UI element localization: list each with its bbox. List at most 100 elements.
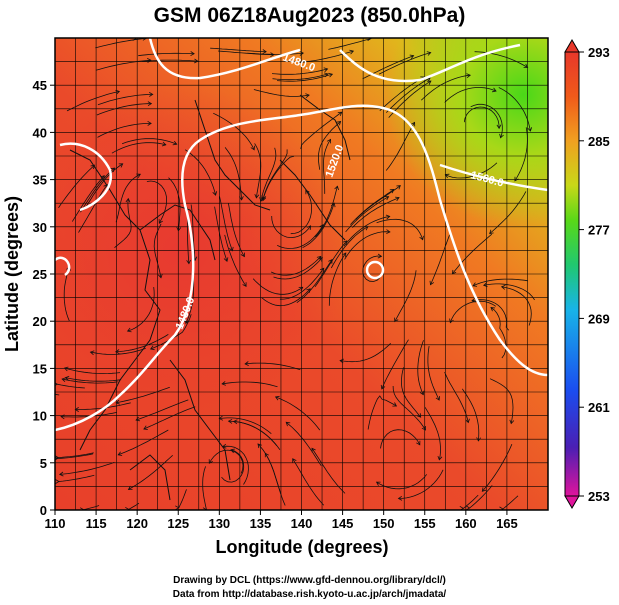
- streamline: [219, 417, 272, 435]
- streamline-arrowhead: [212, 191, 218, 196]
- streamline: [95, 59, 151, 71]
- streamline-arrowhead: [285, 421, 291, 427]
- streamline: [228, 203, 245, 257]
- map-figure: 1480.0 1520.0 1560.0 1480.0 110 115 120 125…: [2, 37, 610, 557]
- lat-lon-grid: [55, 38, 548, 510]
- streamline: [352, 197, 400, 228]
- streamline-arrowhead: [74, 407, 79, 412]
- streamline: [489, 191, 527, 234]
- streamline: [355, 185, 401, 220]
- streamline: [481, 443, 513, 492]
- streamline-arrowhead: [396, 185, 401, 190]
- streamline-arrowhead: [466, 73, 471, 79]
- streamline: [219, 196, 233, 251]
- streamline-arrowhead: [449, 318, 454, 324]
- y-tick-label: 15: [33, 361, 47, 376]
- colorbar-tick-label: 253: [588, 489, 610, 504]
- streamline: [245, 362, 301, 371]
- streamline: [300, 111, 343, 150]
- streamline-arrowhead: [223, 257, 229, 263]
- streamline-arrowhead: [451, 269, 457, 275]
- streamline: [90, 348, 146, 355]
- streamline: [213, 112, 255, 150]
- streamline-arrowhead: [514, 176, 519, 182]
- streamline-arrowhead: [437, 455, 443, 461]
- streamline: [343, 216, 390, 247]
- x-tick-label: 130: [208, 516, 230, 531]
- y-axis-label: Latitude (degrees): [2, 196, 22, 352]
- streamline: [367, 395, 397, 430]
- streamline-arrowhead: [190, 51, 195, 57]
- streamline: [273, 257, 323, 280]
- streamline: [463, 106, 500, 129]
- streamline: [80, 167, 115, 213]
- streamline: [461, 388, 480, 441]
- x-tick-label: 115: [86, 516, 107, 531]
- streamline-arrowhead: [254, 194, 260, 199]
- streamline: [444, 87, 497, 103]
- streamline: [202, 466, 207, 510]
- streamline: [330, 226, 369, 269]
- streamline-arrowhead: [147, 120, 152, 126]
- streamline-arrowhead: [342, 252, 347, 258]
- streamline: [344, 231, 390, 260]
- streamline-arrowhead: [305, 93, 310, 99]
- x-tick-label: 160: [455, 516, 477, 531]
- streamline: [314, 240, 348, 288]
- x-tick-label: 135: [250, 516, 272, 531]
- streamline-arrowhead: [55, 382, 58, 386]
- streamline-arrowhead: [394, 317, 399, 323]
- x-tick-label: 150: [373, 516, 395, 531]
- streamline-arrowhead: [426, 51, 432, 56]
- streamline-arrowhead: [421, 425, 426, 431]
- map-title: GSM 06Z18Aug2023 (850.0hPa): [153, 4, 466, 27]
- y-tick-label: 35: [33, 173, 47, 188]
- streamline: [58, 164, 95, 209]
- streamline: [262, 155, 295, 201]
- streamline: [95, 38, 147, 49]
- streamline-arrowhead: [172, 140, 178, 146]
- streamline: [362, 255, 382, 282]
- streamline-arrowhead: [465, 418, 470, 424]
- streamline: [146, 180, 168, 224]
- streamline-arrowhead: [375, 481, 381, 486]
- streamline: [214, 206, 228, 262]
- streamline: [427, 346, 440, 401]
- streamline-arrowhead: [323, 72, 329, 78]
- streamline-arrowhead: [158, 273, 163, 279]
- streamline: [376, 474, 428, 490]
- streamline-arrowhead: [100, 175, 105, 180]
- streamline: [247, 52, 304, 55]
- streamline: [292, 458, 325, 506]
- streamline: [398, 469, 444, 499]
- streamline-arrowhead: [261, 196, 267, 202]
- streamline-arrowhead: [292, 458, 297, 463]
- colorbar: 253 261 269 277 285 293: [564, 39, 610, 509]
- streamline: [430, 232, 452, 285]
- streamline-arrowhead: [492, 87, 497, 93]
- streamline-arrowhead: [149, 92, 154, 97]
- streamline-arrowhead: [240, 252, 245, 258]
- streamline-arrowhead: [55, 455, 59, 460]
- streamline-arrowhead: [328, 259, 333, 264]
- streamline-arrowhead: [426, 80, 432, 85]
- streamline: [71, 175, 105, 222]
- credit-dcl: Drawing by DCL (https://www.gfd-dennou.o…: [173, 575, 446, 586]
- streamline-arrowhead: [262, 49, 267, 55]
- streamline: [228, 420, 278, 447]
- streamline-arrowhead: [318, 257, 323, 262]
- streamline-arrowhead: [63, 366, 69, 372]
- streamline: [345, 196, 389, 233]
- streamline: [62, 378, 118, 384]
- colorbar-tick-label: 293: [588, 45, 610, 60]
- streamline: [121, 138, 177, 145]
- temperature-field: [55, 38, 548, 510]
- streamline: [261, 288, 311, 307]
- streamline-arrowhead: [323, 67, 329, 73]
- streamline: [376, 218, 424, 240]
- height-contours: [55, 38, 548, 432]
- y-tick-label: 10: [33, 409, 47, 424]
- streamline: [222, 381, 278, 388]
- streamline-arrowhead: [444, 173, 450, 179]
- streamline-arrowhead: [336, 120, 342, 126]
